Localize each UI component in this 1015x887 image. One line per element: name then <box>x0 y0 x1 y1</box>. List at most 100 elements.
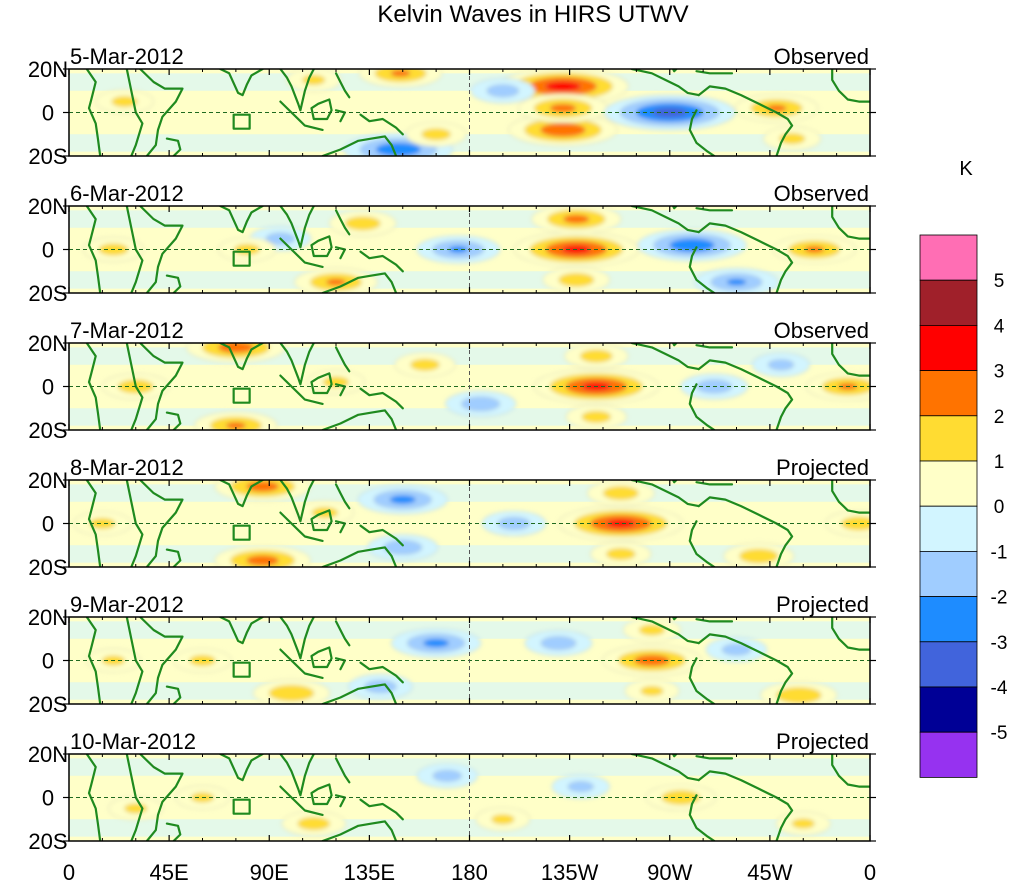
coastline <box>85 206 102 293</box>
anomaly <box>281 810 347 837</box>
anomaly-contour <box>540 636 577 651</box>
coastline <box>831 754 870 788</box>
coastline <box>219 617 264 645</box>
anomaly-contour <box>421 128 451 141</box>
x-tick-label: 45W <box>747 860 792 885</box>
anomaly-contour <box>491 814 515 825</box>
anomaly-contour <box>791 818 815 829</box>
coastline <box>279 100 324 131</box>
anomaly-contour <box>297 816 331 831</box>
coastline <box>831 617 870 651</box>
coastline <box>359 798 404 821</box>
coastline <box>359 250 404 273</box>
x-tick-label: 45E <box>150 860 189 885</box>
panel-field <box>69 480 870 567</box>
anomaly-contour <box>432 769 462 782</box>
coastline <box>279 617 315 660</box>
anomaly <box>622 617 682 643</box>
coastline <box>630 343 700 371</box>
y-tick-label: 20S <box>28 144 67 169</box>
coastline <box>219 69 264 97</box>
anomaly <box>95 89 154 114</box>
coastline <box>219 754 264 782</box>
colorbar-level: -2 <box>991 588 1008 609</box>
panel-date: 10-Mar-2012 <box>70 729 196 754</box>
colorbar-level: 0 <box>994 497 1005 518</box>
anomaly <box>294 267 378 293</box>
x-tick-label: 180 <box>451 860 488 885</box>
coastline <box>321 546 398 567</box>
coastline <box>85 343 102 430</box>
coastline <box>85 480 102 567</box>
panel-6: 20N 0 20S 10-Mar-2012 Projected <box>28 729 876 854</box>
anomaly-contour <box>486 84 520 98</box>
anomaly-contour <box>124 803 148 814</box>
x-axis: 0 45E 90E 135E 180 135W 90W 45W 0 <box>63 860 876 885</box>
colorbar-level: -3 <box>991 633 1008 654</box>
anomaly <box>405 121 467 147</box>
coastline <box>688 794 716 841</box>
coastline <box>334 620 351 647</box>
region-box <box>232 387 251 404</box>
coastline <box>125 206 144 293</box>
anomaly <box>391 628 482 658</box>
anomaly-contour <box>567 780 594 793</box>
colorbar-swatch <box>919 370 978 417</box>
anomaly <box>475 807 531 832</box>
y-tick-label: 0 <box>42 512 54 537</box>
panel-4: 20N 0 20S 8-Mar-2012 Projected <box>28 455 876 580</box>
coastline <box>831 480 870 514</box>
anomaly-contour <box>375 142 421 156</box>
colorbar-level: -5 <box>991 723 1008 744</box>
y-tick-label: 20S <box>28 692 67 717</box>
coastline <box>695 481 734 486</box>
panel-5: 20N 0 20S 9-Mar-2012 Projected <box>28 592 876 717</box>
coastline <box>359 524 404 547</box>
coastline <box>695 618 734 623</box>
coastline <box>165 274 182 293</box>
anomaly-contour <box>776 687 822 704</box>
anomaly <box>517 93 609 123</box>
colorbar-swatch <box>919 551 978 598</box>
coastline <box>125 69 144 156</box>
anomaly <box>252 679 331 704</box>
coastline <box>630 206 700 234</box>
chart-title: Kelvin Waves in HIRS UTWV <box>377 1 688 28</box>
anomaly-contour <box>545 81 581 92</box>
coastline <box>279 785 324 816</box>
panel-date: 8-Mar-2012 <box>70 455 184 480</box>
coastline <box>279 648 324 679</box>
anomaly-contour <box>606 519 636 528</box>
anomaly-contour <box>721 643 752 656</box>
y-tick-label: 20N <box>28 605 68 630</box>
coastline <box>334 346 351 373</box>
field-band <box>69 758 870 776</box>
panel-status: Projected <box>776 729 869 754</box>
y-tick-label: 20N <box>28 468 68 493</box>
coastline <box>359 387 404 410</box>
x-tick-label: 0 <box>864 860 876 885</box>
colorbar-legend: K 5 4 3 2 1 0 -1 -2 -3 -4 -5 <box>919 158 1008 778</box>
coastline <box>831 69 870 103</box>
coastline <box>165 137 182 156</box>
anomaly <box>751 352 811 378</box>
coastline <box>321 820 398 841</box>
anomaly-contour <box>549 103 577 113</box>
anomaly <box>565 404 628 430</box>
x-tick-label: 0 <box>63 860 75 885</box>
colorbar-swatch <box>919 460 978 507</box>
anomaly <box>348 673 413 700</box>
colorbar-swatch <box>919 234 978 281</box>
anomaly-contour <box>640 685 664 697</box>
coastline <box>321 409 398 430</box>
anomaly <box>108 796 164 821</box>
anomaly <box>564 343 629 369</box>
anomaly-contour <box>410 358 440 371</box>
coastline <box>688 246 716 293</box>
y-tick-label: 20N <box>28 331 68 356</box>
anomaly-field <box>86 617 838 704</box>
coastlines <box>85 617 870 704</box>
panel-3: 20N 0 20S 7-Mar-2012 Observed <box>28 318 876 443</box>
anomaly-contour <box>602 486 639 501</box>
anomaly <box>705 636 768 663</box>
